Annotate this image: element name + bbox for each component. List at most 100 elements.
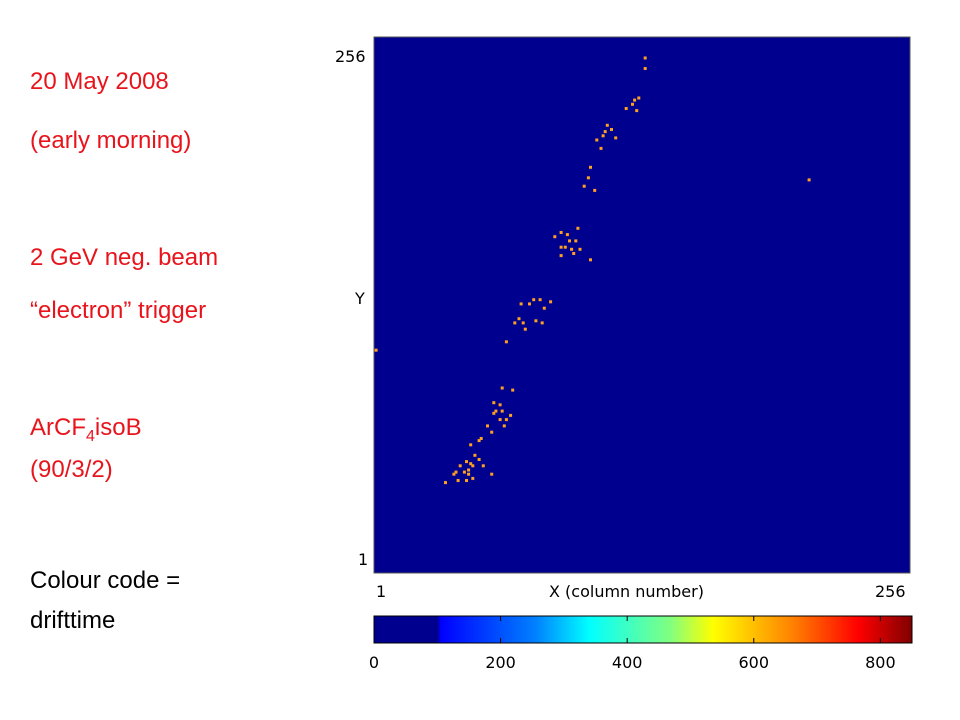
hit-point <box>504 340 508 344</box>
hit-point <box>462 470 466 474</box>
hit-point <box>582 184 586 188</box>
hit-point <box>586 176 590 180</box>
gas-mix-text: (90/3/2) <box>30 456 113 483</box>
gas-text: ArCF4isoB <box>30 414 142 445</box>
colorbar-tick-label: 800 <box>865 653 896 672</box>
hit-point <box>523 327 527 331</box>
hit-point <box>469 462 473 466</box>
hit-point <box>542 306 546 310</box>
hit-point <box>509 413 513 417</box>
hit-point <box>374 348 378 352</box>
y-tick-max: 256 <box>335 47 366 66</box>
plot-area <box>373 36 911 574</box>
x-tick-max: 256 <box>875 582 906 601</box>
hit-point <box>595 138 599 142</box>
hit-point <box>452 472 456 476</box>
hit-point <box>593 188 597 192</box>
hit-point <box>540 321 544 325</box>
hit-point <box>517 317 521 321</box>
hit-point <box>576 226 580 230</box>
hit-point <box>599 146 603 150</box>
hit-point <box>469 443 473 447</box>
hit-point <box>479 437 483 440</box>
hit-point <box>498 403 502 407</box>
hit-point <box>521 321 525 325</box>
y-axis-label: Y <box>354 289 365 308</box>
hit-point <box>492 411 496 415</box>
hit-point <box>532 298 536 302</box>
hit-point <box>553 235 557 239</box>
gas-prefix: ArCF <box>30 414 86 441</box>
hit-point <box>610 128 613 131</box>
hit-point <box>631 102 634 106</box>
hit-point <box>601 134 605 138</box>
hit-point <box>467 472 471 476</box>
hit-point <box>633 98 637 102</box>
hit-point <box>494 409 498 413</box>
colorbar-ticks: 0 200 400 600 800 <box>369 616 896 672</box>
hit-point <box>458 464 462 468</box>
hit-point <box>635 109 639 113</box>
hit-point <box>465 479 468 482</box>
hit-point <box>603 130 607 134</box>
hit-point <box>481 464 485 468</box>
gas-suffix: isoB <box>94 414 142 441</box>
hit-point <box>498 418 502 422</box>
hit-point <box>502 424 506 428</box>
hit-point <box>589 165 592 169</box>
colorbar-tick-label: 200 <box>485 653 516 672</box>
x-axis-label: X (column number) <box>549 582 704 601</box>
hit-point <box>513 321 517 325</box>
hit-point <box>456 479 460 482</box>
hit-point <box>614 136 618 140</box>
hit-point <box>500 386 504 390</box>
x-tick-min: 1 <box>376 582 386 601</box>
hit-point <box>589 258 592 262</box>
hit-point <box>643 56 647 60</box>
hit-point <box>490 430 494 434</box>
hit-point <box>490 472 494 476</box>
hit-point <box>605 123 609 127</box>
hit-point <box>465 460 468 464</box>
hit-point <box>467 468 471 472</box>
hit-point <box>565 233 569 237</box>
colorbar <box>373 615 913 644</box>
hit-point <box>534 319 538 323</box>
hit-point <box>643 67 647 70</box>
hit-point <box>444 481 447 485</box>
hit-point <box>624 107 628 110</box>
colour-code-line1: Colour code = <box>30 567 181 594</box>
hit-point <box>572 252 576 255</box>
hit-points <box>374 56 811 485</box>
hit-point <box>578 247 582 251</box>
hit-point <box>568 239 571 243</box>
hit-point <box>563 245 567 249</box>
hit-point <box>511 388 515 392</box>
hit-point <box>574 239 578 243</box>
trigger-text: “electron” trigger <box>30 297 207 324</box>
hit-point <box>471 476 475 480</box>
hit-point <box>500 409 504 413</box>
y-tick-min: 1 <box>358 550 368 569</box>
hit-point <box>559 245 563 249</box>
hit-point <box>637 96 641 100</box>
hit-point <box>504 418 508 422</box>
hit-point <box>559 254 563 258</box>
hit-point <box>549 300 553 304</box>
hit-point <box>454 470 458 474</box>
hit-point <box>538 298 542 302</box>
hit-point <box>477 439 481 443</box>
colorbar-tick-label: 0 <box>369 653 379 672</box>
hit-point <box>519 302 523 306</box>
beam-text: 2 GeV neg. beam <box>30 244 219 271</box>
colorbar-tick-label: 400 <box>612 653 643 672</box>
gas-subscript: 4 <box>86 427 95 445</box>
hit-point <box>471 464 475 468</box>
hit-point <box>492 401 496 405</box>
colour-code-line2: drifttime <box>30 607 116 634</box>
hit-point <box>477 458 481 461</box>
hit-point <box>473 453 477 457</box>
colorbar-tick-label: 600 <box>738 653 769 672</box>
hit-point <box>486 424 489 428</box>
